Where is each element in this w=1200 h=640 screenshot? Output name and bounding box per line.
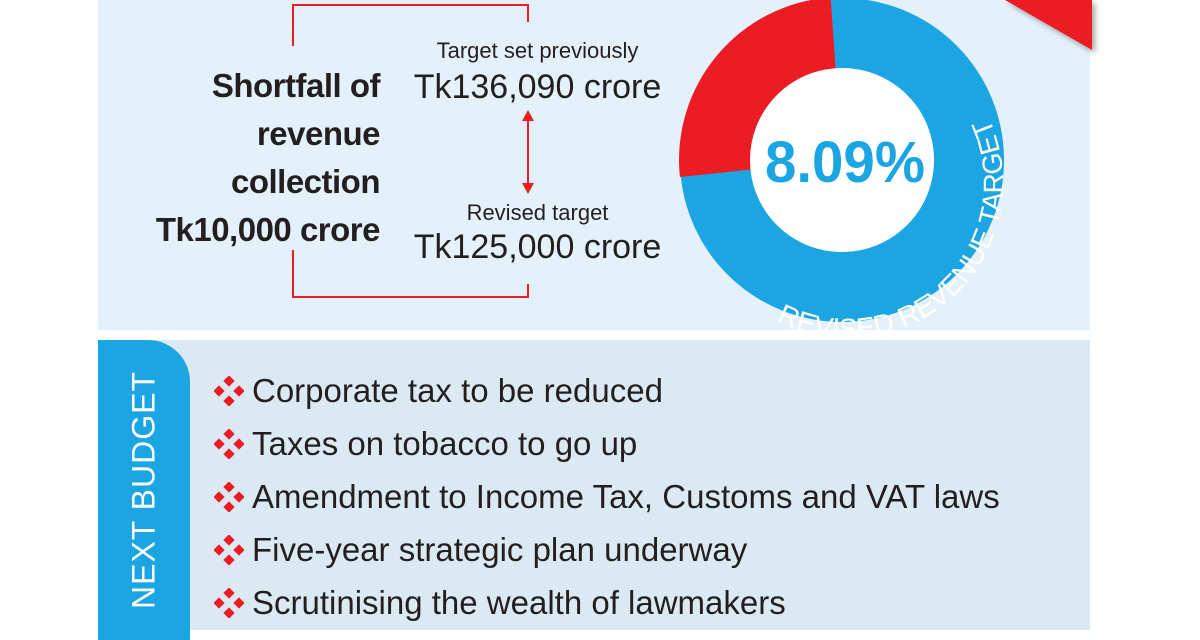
diamond-bullet-icon	[214, 534, 244, 565]
previous-target-value: Tk136,090 crore	[413, 68, 662, 106]
shortfall-line: revenue	[256, 115, 381, 152]
list-item: Scrutinising the wealth of lawmakers	[214, 576, 1000, 629]
next-budget-title: NEXT BUDGET	[125, 371, 162, 609]
shortfall-line: Shortfall of	[211, 67, 381, 104]
corner-red-shape	[1005, 0, 1092, 50]
list-item: Five-year strategic plan underway	[214, 523, 1000, 576]
shortfall-text: Shortfall of revenue collection Tk10,000…	[155, 62, 381, 254]
diamond-bullet-icon	[214, 375, 244, 406]
shortfall-line: Tk10,000 crore	[155, 211, 381, 248]
list-item: Corporate tax to be reduced	[214, 364, 1000, 417]
arrow-up-head	[522, 110, 534, 121]
donut-percent: 8.09%	[765, 130, 925, 195]
donut-red-segment	[679, 0, 836, 178]
list-item-text: Amendment to Income Tax, Customs and VAT…	[252, 477, 1000, 515]
bracket-bottom	[292, 250, 529, 298]
shortfall-line: collection	[230, 163, 381, 200]
next-budget-tab	[98, 340, 190, 640]
arrow-down-head	[522, 183, 534, 194]
list-item: Amendment to Income Tax, Customs and VAT…	[214, 470, 1000, 523]
bracket	[292, 4, 529, 298]
revised-target-label: Revised target	[466, 200, 609, 225]
diamond-bullet-icon	[214, 481, 244, 512]
diamond-bullet-icon	[214, 428, 244, 459]
revised-target-value: Tk125,000 crore	[413, 228, 662, 266]
previous-target-label: Target set previously	[436, 38, 639, 63]
donut-center	[750, 68, 934, 252]
list-item-text: Taxes on tobacco to go up	[252, 424, 638, 462]
diamond-bullet-icon	[214, 587, 244, 618]
list-item-text: Corporate tax to be reduced	[252, 371, 663, 409]
list-item-text: Scrutinising the wealth of lawmakers	[252, 583, 786, 621]
list-item: Taxes on tobacco to go up	[214, 417, 1000, 470]
list-item-text: Five-year strategic plan underway	[252, 530, 748, 568]
next-budget-list: Corporate tax to be reduced Taxes on tob…	[214, 364, 1000, 629]
bottom-panel	[98, 340, 1090, 630]
bracket-top	[292, 4, 529, 46]
